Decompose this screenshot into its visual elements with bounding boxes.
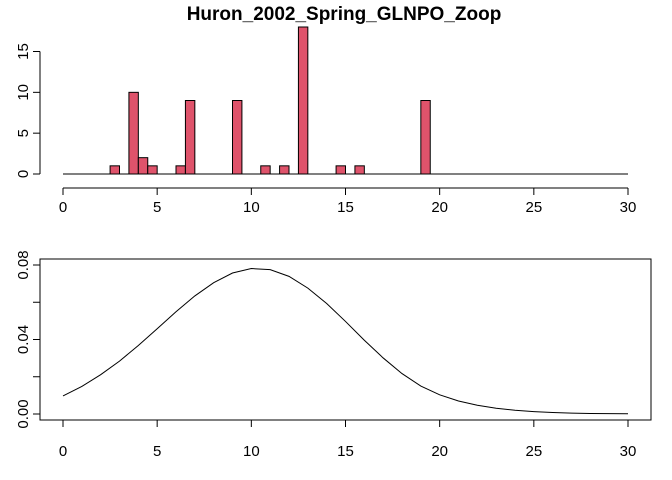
x-tick-label: 25 xyxy=(525,199,542,216)
histogram-bar xyxy=(232,100,243,175)
histogram-bar xyxy=(128,91,139,175)
x-tick-label: 20 xyxy=(431,443,448,460)
histogram-bar xyxy=(279,165,290,175)
density-y-axis: 0.00 0.04 0.08 xyxy=(15,250,40,429)
histogram-y-axis: 0 5 10 15 xyxy=(15,43,41,178)
x-tick-label: 30 xyxy=(620,443,637,460)
x-tick-label: 15 xyxy=(337,443,354,460)
x-tick-label: 25 xyxy=(525,443,542,460)
histogram-chart: Huron_2002_Spring_GLNPO_Zoop 0 5 10 15 20 25 3… xyxy=(15,4,636,216)
y-tick-label: 0.08 xyxy=(15,250,32,279)
histogram-bar xyxy=(420,100,431,175)
x-tick-label: 20 xyxy=(431,199,448,216)
y-tick-label: 15 xyxy=(15,43,32,60)
histogram-bar xyxy=(109,165,121,175)
x-tick-label: 5 xyxy=(153,443,161,460)
x-tick-label: 10 xyxy=(243,443,260,460)
histogram-bar xyxy=(335,165,347,175)
density-plot-frame xyxy=(39,258,652,421)
x-tick-label: 30 xyxy=(620,199,637,216)
histogram-bar xyxy=(184,100,196,175)
x-tick-label: 0 xyxy=(59,443,67,460)
histogram-bar xyxy=(354,165,365,175)
histogram-bar xyxy=(175,165,186,175)
y-tick-label: 5 xyxy=(15,129,32,137)
density-chart: 0 5 10 15 20 25 30 0.00 0.04 0.08 xyxy=(15,250,652,460)
y-tick-label: 0.04 xyxy=(15,325,32,354)
histogram-bar xyxy=(297,26,309,175)
y-tick-label: 0.00 xyxy=(15,399,32,428)
histogram-bar xyxy=(260,165,271,175)
x-tick-label: 10 xyxy=(243,199,260,216)
chart-title: Huron_2002_Spring_GLNPO_Zoop xyxy=(187,4,502,25)
histogram-bar xyxy=(137,157,149,175)
y-tick-label: 10 xyxy=(15,84,32,101)
histogram-bar xyxy=(147,165,158,175)
density-curve xyxy=(62,268,629,415)
density-x-axis: 0 5 10 15 20 25 30 xyxy=(59,420,637,460)
histogram-bars xyxy=(109,26,431,175)
y-tick-label: 0 xyxy=(15,170,32,178)
x-tick-label: 15 xyxy=(337,199,354,216)
x-tick-label: 5 xyxy=(153,199,161,216)
x-tick-label: 0 xyxy=(59,199,67,216)
histogram-x-axis: 0 5 10 15 20 25 30 xyxy=(59,187,637,216)
